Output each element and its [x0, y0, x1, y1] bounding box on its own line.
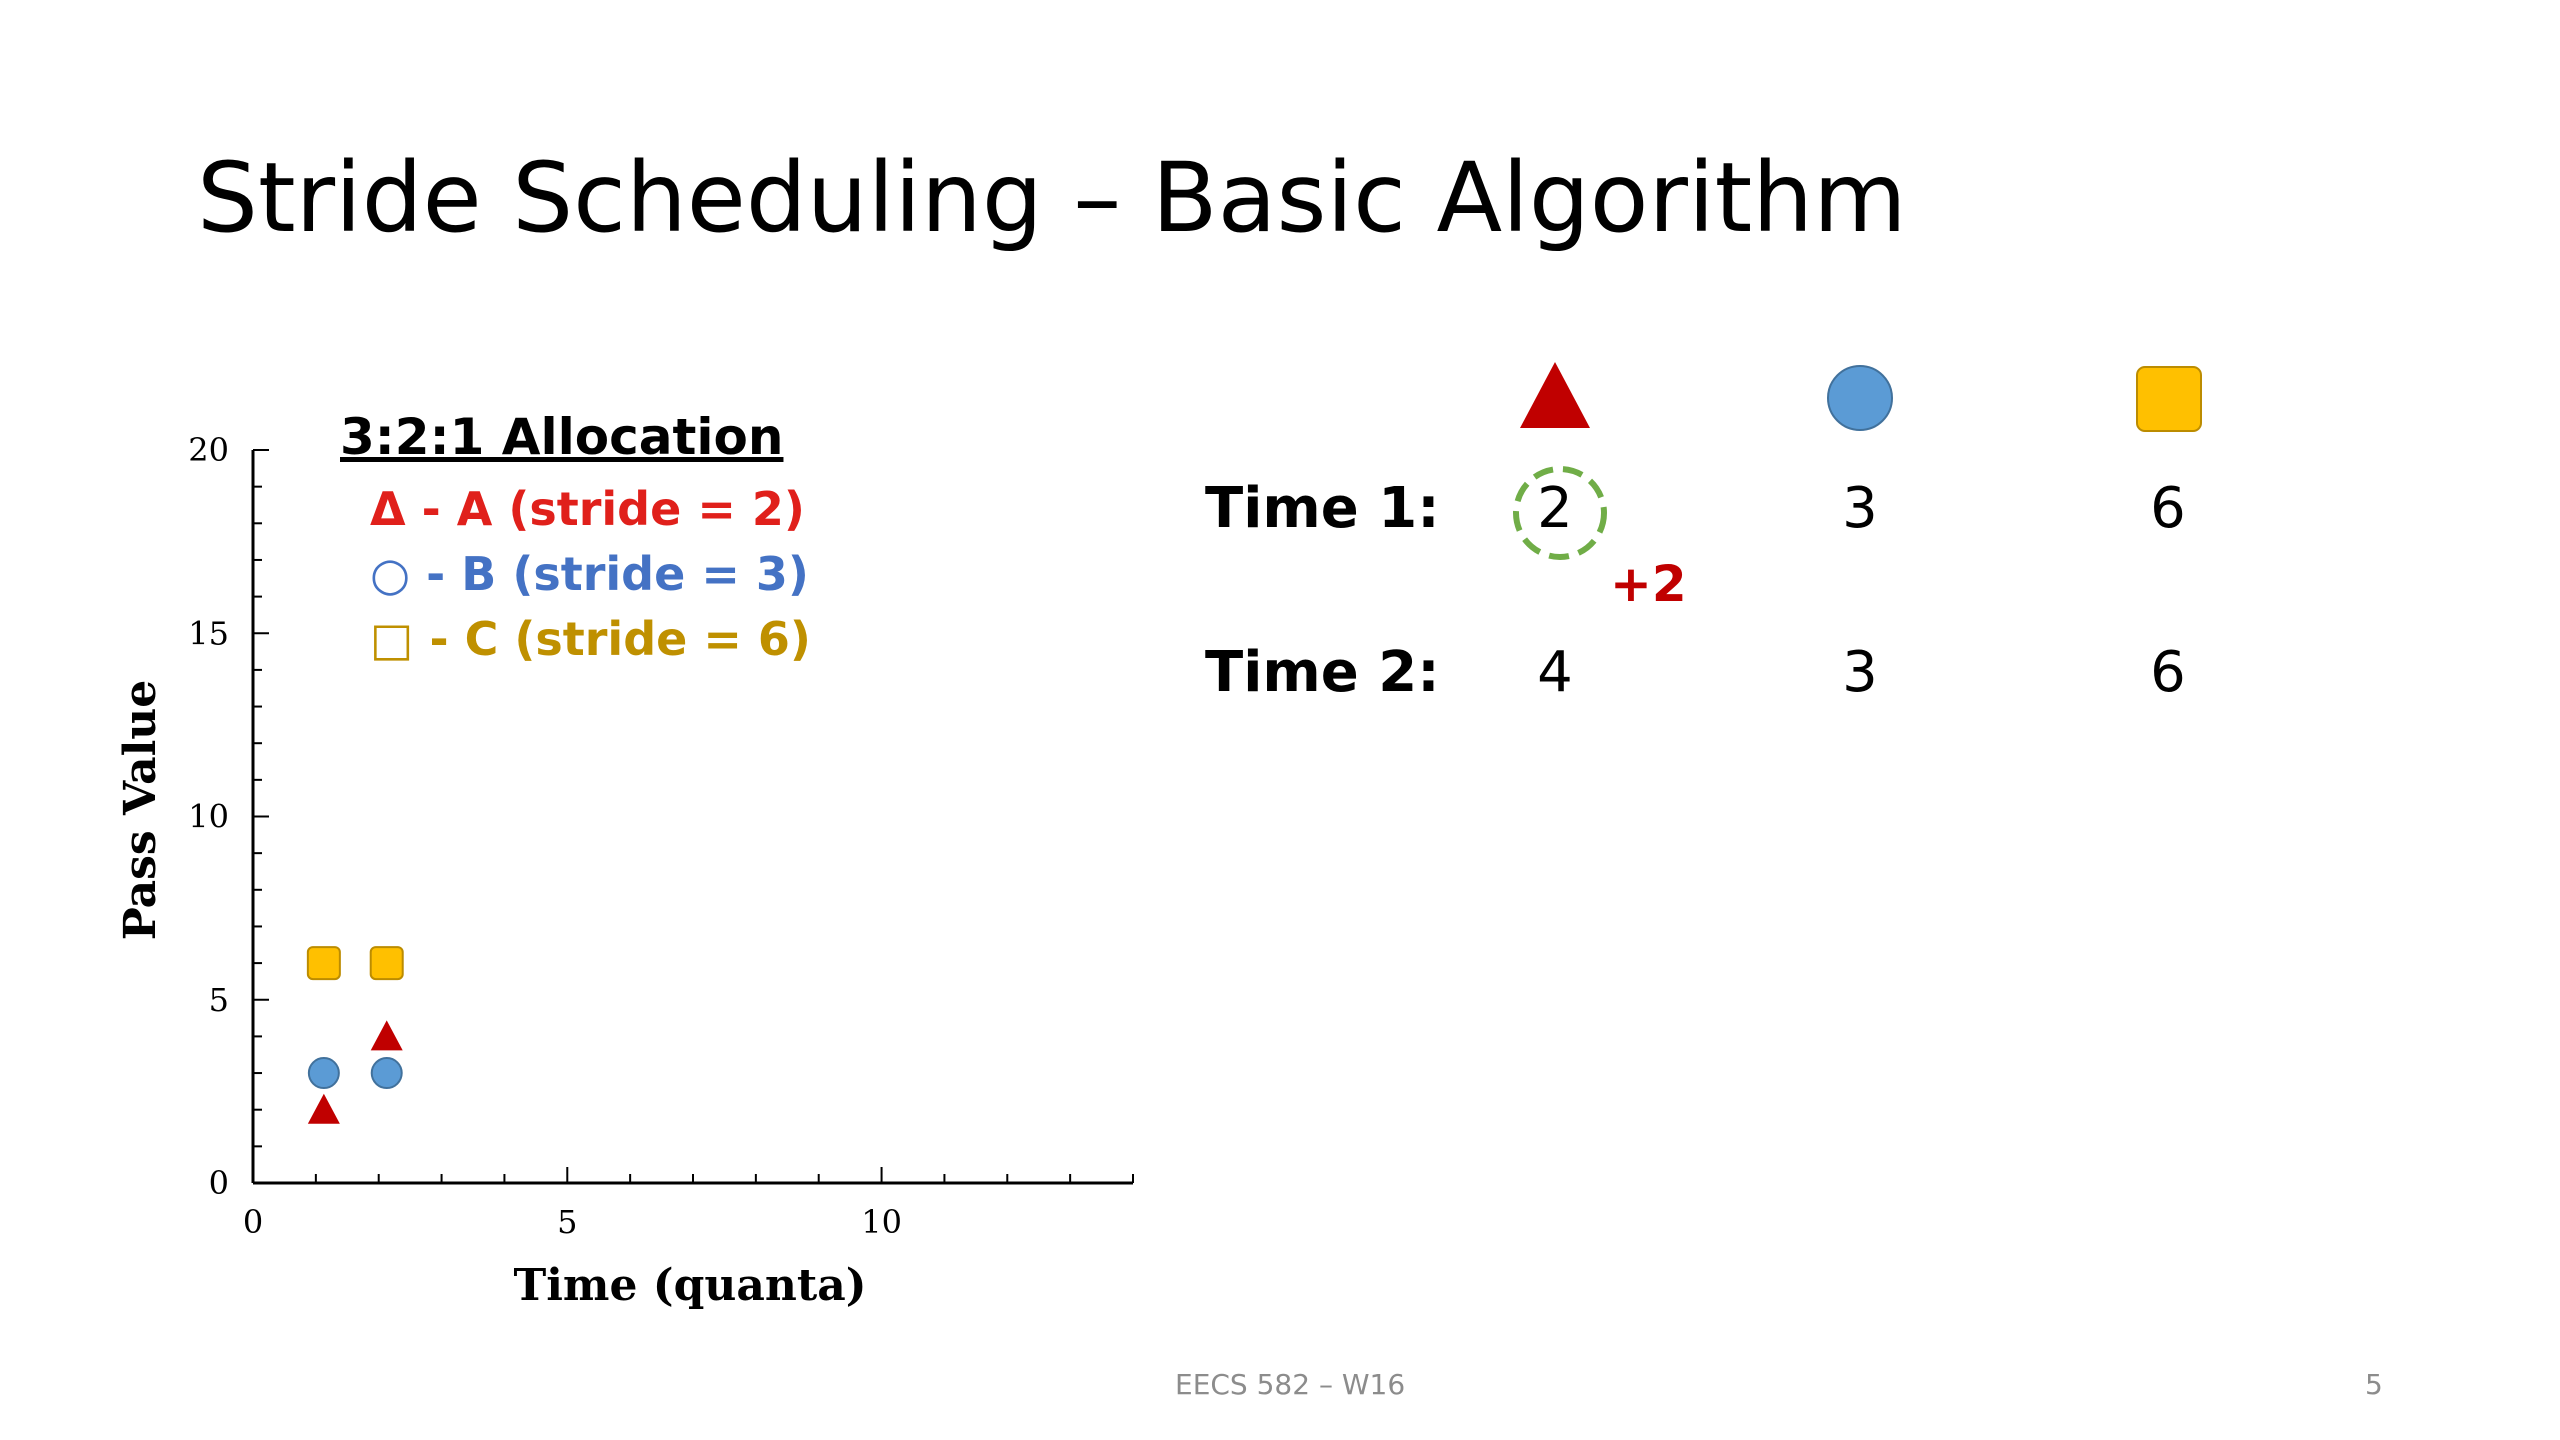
time2-value-a: 4: [1537, 640, 1573, 705]
time2-value-c: 6: [2150, 640, 2186, 705]
table-header-icons: [1520, 362, 2202, 432]
time1-value-b: 3: [1842, 476, 1878, 541]
legend-title: 3:2:1 Allocation: [340, 408, 784, 466]
triangle-point: [370, 1020, 403, 1051]
chart-ticks: [252, 449, 1134, 1184]
time1-value-a: 2: [1537, 476, 1573, 541]
y-tick-label: 0: [209, 1164, 229, 1202]
circle-point: [307, 1057, 340, 1090]
highlight-circle: [1513, 466, 1607, 560]
square-point: [306, 946, 341, 981]
square-point: [369, 946, 404, 981]
row-label-time-1: Time 1:: [1205, 476, 1440, 541]
x-tick-label: 10: [861, 1203, 902, 1241]
legend-item-c: □ - C (stride = 6): [370, 612, 811, 666]
y-tick-label: 5: [209, 981, 229, 1019]
footer-course: EECS 582 – W16: [1175, 1368, 1406, 1401]
y-tick-label: 10: [188, 798, 229, 836]
increment-label: +2: [1610, 555, 1687, 613]
chart-tick-labels: 0 5 10 0 5 10 15 20: [188, 431, 902, 1241]
circle-point: [370, 1057, 403, 1090]
y-axis-label: Pass Value: [115, 680, 166, 941]
x-tick-label: 5: [557, 1203, 577, 1241]
page-number: 5: [2365, 1368, 2383, 1401]
y-tick-label: 20: [188, 431, 229, 469]
triangle-point: [307, 1093, 340, 1124]
time1-value-c: 6: [2150, 476, 2186, 541]
triangle-icon: [1520, 362, 1590, 428]
legend-item-a: Δ - A (stride = 2): [370, 482, 805, 536]
legend-item-b: ○ - B (stride = 3): [370, 547, 809, 601]
slide-title: Stride Scheduling – Basic Algorithm: [197, 142, 1907, 254]
x-axis-label: Time (quanta): [513, 1260, 866, 1311]
circle-icon: [1827, 365, 1893, 431]
row-label-time-2: Time 2:: [1205, 640, 1440, 705]
square-icon: [2136, 366, 2202, 432]
chart-marks: [306, 946, 404, 1124]
x-tick-label: 0: [243, 1203, 263, 1241]
time2-value-b: 3: [1842, 640, 1878, 705]
y-tick-label: 15: [188, 614, 229, 652]
